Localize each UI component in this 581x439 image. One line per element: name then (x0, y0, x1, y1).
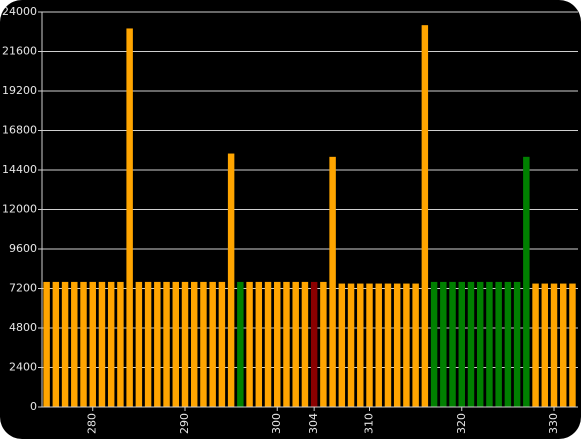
bar (172, 281, 179, 407)
x-tick-label: 320 (455, 413, 468, 434)
bar (126, 28, 133, 407)
bar (347, 283, 355, 407)
y-tick-label: 12000 (2, 203, 37, 216)
y-tick-label: 0 (30, 400, 37, 413)
bar (523, 156, 530, 407)
bar (513, 281, 521, 407)
x-tick-label: 300 (270, 413, 283, 434)
bar (310, 281, 318, 407)
y-tick-label: 24000 (2, 5, 37, 18)
bar (144, 281, 152, 407)
y-tick-label: 7200 (9, 282, 37, 295)
bar (504, 281, 512, 407)
y-tick-label: 4800 (9, 321, 37, 334)
bar (430, 281, 438, 407)
bar (440, 281, 447, 407)
bar (255, 281, 263, 407)
bar (52, 281, 60, 407)
bar (209, 281, 216, 407)
bar (550, 283, 558, 407)
bar (403, 283, 410, 407)
bar (80, 281, 87, 407)
y-tick-label: 2400 (9, 361, 37, 374)
bar (181, 281, 189, 407)
bar (486, 281, 493, 407)
x-tick-label: 290 (178, 413, 191, 434)
x-tick-label: 330 (547, 413, 560, 434)
y-tick-label: 16800 (2, 124, 37, 137)
bar (532, 283, 539, 407)
bar (274, 281, 281, 407)
x-tick-label: 304 (307, 413, 320, 434)
bar (190, 281, 198, 407)
bar (227, 153, 235, 407)
y-tick-label: 19200 (2, 84, 37, 97)
bar (449, 281, 456, 407)
bar (200, 281, 207, 407)
bar (163, 281, 170, 407)
bar (375, 283, 382, 407)
bar (357, 283, 364, 407)
bar (560, 283, 567, 407)
bar (301, 281, 309, 407)
bar (458, 281, 465, 407)
y-tick-label: 9600 (9, 242, 37, 255)
bar (117, 281, 124, 407)
x-tick-label: 310 (363, 413, 376, 434)
bar (467, 281, 475, 407)
bar (264, 281, 272, 407)
bar (237, 281, 244, 407)
y-tick-label: 21600 (2, 45, 37, 58)
bar (541, 283, 549, 407)
bar (283, 281, 290, 407)
bar (320, 281, 327, 407)
bar (338, 283, 346, 407)
bar (329, 156, 336, 407)
bar (98, 281, 106, 407)
bar (412, 283, 419, 407)
bar (135, 281, 143, 407)
bar (393, 283, 401, 407)
x-tick-label: 280 (86, 413, 99, 434)
bar (71, 281, 78, 407)
bar (154, 281, 161, 407)
bar (107, 281, 115, 407)
bar (495, 281, 502, 407)
bar (292, 281, 299, 407)
bar (43, 281, 50, 407)
bar (246, 281, 253, 407)
bar (218, 281, 226, 407)
bar (569, 283, 576, 407)
bar (61, 281, 69, 407)
bar (421, 25, 429, 408)
bar (476, 281, 484, 407)
bar (384, 283, 392, 407)
y-tick-label: 14400 (2, 163, 37, 176)
bar (89, 281, 96, 407)
bar (366, 283, 373, 407)
